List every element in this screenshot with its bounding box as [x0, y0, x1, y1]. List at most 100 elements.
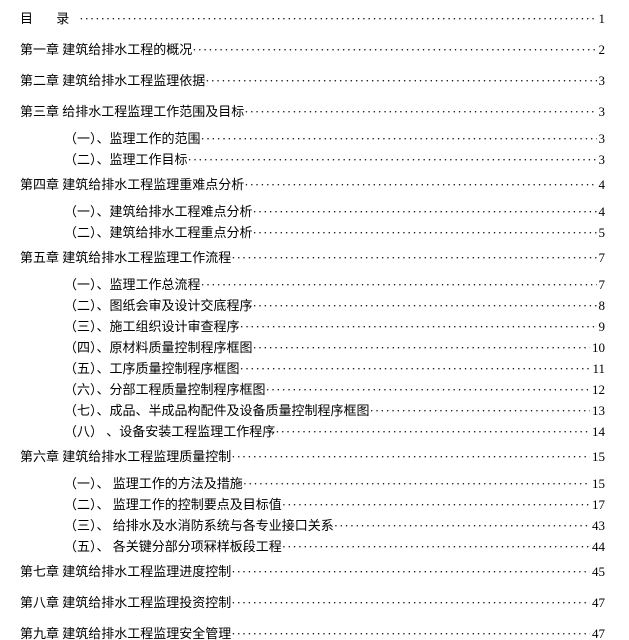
- toc-leader-dots: [188, 153, 597, 166]
- toc-leader-dots: [79, 12, 596, 25]
- toc-page-number: 15: [590, 450, 605, 463]
- toc-page-number: 45: [590, 565, 605, 578]
- toc-leader-dots: [192, 43, 596, 56]
- toc-leader-dots: [370, 404, 590, 417]
- toc-leader-dots: [253, 226, 597, 239]
- toc-page-number: 11: [590, 362, 605, 375]
- toc-entry-label: 第二章 建筑给排水工程监理依据: [20, 74, 205, 87]
- toc-leader-dots: [231, 596, 590, 609]
- toc-leader-dots: [253, 341, 590, 354]
- toc-entry-label: （四）、原材料质量控制程序框图: [64, 341, 253, 354]
- toc-entry-label: （二）、 监理工作的控制要点及目标值: [64, 498, 282, 511]
- toc-leader-dots: [231, 251, 596, 264]
- toc-entry-label: （三）、施工组织设计审查程序: [64, 320, 240, 333]
- toc-section-row: （一）、建筑给排水工程难点分析 4: [64, 203, 605, 218]
- toc-page-number: 7: [597, 278, 606, 291]
- toc-entry-label: 第三章 给排水工程监理工作范围及目标: [20, 105, 244, 118]
- toc-section-row: （三）、 给排水及水消防系统与各专业接口关系 43: [64, 517, 605, 532]
- toc-entry-label: （一）、 监理工作的方法及措施: [64, 477, 243, 490]
- toc-section-row: （一）、监理工作总流程 7: [64, 276, 605, 291]
- toc-chapter-row: 第四章 建筑给排水工程监理重难点分析 4: [20, 172, 605, 191]
- toc-page-number: 7: [597, 251, 606, 264]
- toc-entry-label: （五）、工序质量控制程序框图: [64, 362, 240, 375]
- toc-section-row: （二）、监理工作目标 3: [64, 151, 605, 166]
- toc-section-row: （五）、 各关键分部分项冧样板段工程 44: [64, 538, 605, 553]
- toc-entry-label: 第八章 建筑给排水工程监理投资控制: [20, 596, 231, 609]
- toc-page-number: 1: [597, 12, 606, 25]
- toc-leader-dots: [240, 320, 597, 333]
- toc-page-number: 17: [590, 498, 605, 511]
- toc-entry-label: （二）、图纸会审及设计交底程序: [64, 299, 253, 312]
- toc-entry-label: （五）、 各关键分部分项冧样板段工程: [64, 540, 282, 553]
- toc-entry-label: （一）、监理工作的范围: [64, 132, 201, 145]
- toc-leader-dots: [266, 383, 590, 396]
- toc-entry-label: （二）、监理工作目标: [64, 153, 188, 166]
- toc-leader-dots: [243, 477, 590, 490]
- toc-leader-dots: [231, 627, 590, 640]
- toc-entry-label: （一）、建筑给排水工程难点分析: [64, 205, 253, 218]
- toc-leader-dots: [244, 178, 596, 191]
- toc-entry-label: 第七章 建筑给排水工程监理进度控制: [20, 565, 231, 578]
- toc-leader-dots: [201, 278, 597, 291]
- toc-leader-dots: [244, 105, 596, 118]
- toc-page-number: 14: [590, 425, 605, 438]
- toc-section-row: （二）、建筑给排水工程重点分析 5: [64, 224, 605, 239]
- toc-page-number: 9: [597, 320, 606, 333]
- toc-chapter-row: 第三章 给排水工程监理工作范围及目标 3: [20, 99, 605, 118]
- toc-chapter-row: 第七章 建筑给排水工程监理进度控制 45: [20, 559, 605, 578]
- table-of-contents: 目 录1第一章 建筑给排水工程的概况2第二章 建筑给排水工程监理依据3第三章 给…: [20, 12, 605, 640]
- toc-title-label: 目 录: [20, 12, 79, 25]
- toc-leader-dots: [253, 205, 597, 218]
- toc-section-row: （二）、 监理工作的控制要点及目标值 17: [64, 496, 605, 511]
- toc-page-number: 47: [590, 627, 605, 640]
- toc-chapter-row: 第二章 建筑给排水工程监理依据 3: [20, 68, 605, 87]
- toc-page-number: 10: [590, 341, 605, 354]
- toc-page-number: 5: [597, 226, 606, 239]
- toc-leader-dots: [205, 74, 596, 87]
- toc-title-row: 目 录 1: [20, 12, 605, 25]
- toc-page-number: 47: [590, 596, 605, 609]
- toc-leader-dots: [201, 132, 597, 145]
- toc-leader-dots: [275, 425, 590, 438]
- toc-section-row: （八） 、设备安装工程监理工作程序 14: [64, 423, 605, 438]
- toc-entry-label: 第九章 建筑给排水工程监理安全管理: [20, 627, 231, 640]
- toc-entry-label: 第五章 建筑给排水工程监理工作流程: [20, 251, 231, 264]
- toc-page-number: 2: [597, 43, 606, 56]
- toc-entry-label: （六）、分部工程质量控制程序框图: [64, 383, 266, 396]
- toc-section-row: （三）、施工组织设计审查程序 9: [64, 318, 605, 333]
- toc-chapter-row: 第八章 建筑给排水工程监理投资控制 47: [20, 590, 605, 609]
- toc-page-number: 15: [590, 477, 605, 490]
- toc-page-number: 4: [597, 178, 606, 191]
- toc-section-row: （六）、分部工程质量控制程序框图 12: [64, 381, 605, 396]
- toc-entry-label: （七）、成品、半成品构配件及设备质量控制程序框图: [64, 404, 370, 417]
- toc-entry-label: （一）、监理工作总流程: [64, 278, 201, 291]
- toc-leader-dots: [282, 540, 590, 553]
- toc-page-number: 43: [590, 519, 605, 532]
- toc-entry-label: （三）、 给排水及水消防系统与各专业接口关系: [64, 519, 334, 532]
- toc-page-number: 3: [597, 105, 606, 118]
- toc-page-number: 3: [597, 74, 606, 87]
- toc-leader-dots: [282, 498, 590, 511]
- toc-chapter-row: 第九章 建筑给排水工程监理安全管理 47: [20, 621, 605, 640]
- toc-page-number: 8: [597, 299, 606, 312]
- toc-chapter-row: 第一章 建筑给排水工程的概况 2: [20, 37, 605, 56]
- toc-section-row: （四）、原材料质量控制程序框图 10: [64, 339, 605, 354]
- toc-page-number: 4: [597, 205, 606, 218]
- toc-section-row: （一）、 监理工作的方法及措施 15: [64, 475, 605, 490]
- toc-leader-dots: [253, 299, 597, 312]
- toc-page-number: 13: [590, 404, 605, 417]
- toc-leader-dots: [240, 362, 591, 375]
- toc-entry-label: （八） 、设备安装工程监理工作程序: [64, 425, 275, 438]
- toc-page-number: 3: [597, 153, 606, 166]
- toc-entry-label: 第四章 建筑给排水工程监理重难点分析: [20, 178, 244, 191]
- toc-entry-label: （二）、建筑给排水工程重点分析: [64, 226, 253, 239]
- toc-leader-dots: [231, 450, 590, 463]
- toc-section-row: （一）、监理工作的范围 3: [64, 130, 605, 145]
- toc-chapter-row: 第六章 建筑给排水工程监理质量控制 15: [20, 444, 605, 463]
- toc-page-number: 44: [590, 540, 605, 553]
- toc-page-number: 12: [590, 383, 605, 396]
- toc-entry-label: 第一章 建筑给排水工程的概况: [20, 43, 192, 56]
- toc-section-row: （五）、工序质量控制程序框图 11: [64, 360, 605, 375]
- toc-entry-label: 第六章 建筑给排水工程监理质量控制: [20, 450, 231, 463]
- toc-page-number: 3: [597, 132, 606, 145]
